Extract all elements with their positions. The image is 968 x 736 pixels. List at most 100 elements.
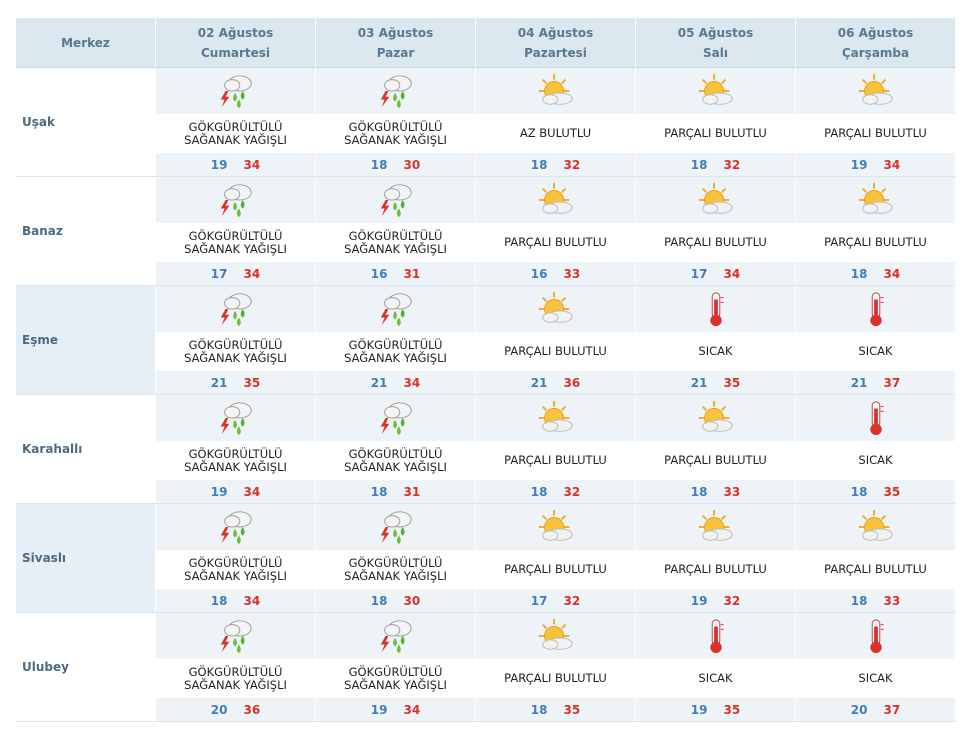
day-name: Pazartesi xyxy=(524,45,587,60)
weather-icon-shape xyxy=(220,512,250,544)
forecast-cell: PARÇALI BULUTLU 18 35 xyxy=(476,613,636,721)
max-temp: 31 xyxy=(403,484,421,499)
weather-icon-shape xyxy=(380,621,410,653)
day-header: 03 Ağustos Pazar xyxy=(316,18,476,67)
weather-icon-shape xyxy=(538,183,571,213)
min-temp: 19 xyxy=(850,157,868,172)
icon-box xyxy=(476,613,635,659)
forecast-cell: GÖKGÜRÜLTÜLÜ SAĞANAK YAĞIŞLI 18 31 xyxy=(316,395,476,503)
weather-icon xyxy=(377,617,415,655)
weather-icon xyxy=(697,508,735,546)
weather-icon-shape xyxy=(220,76,250,108)
weather-icon-shape xyxy=(710,293,723,326)
forecast-cell: GÖKGÜRÜLTÜLÜ SAĞANAK YAĞIŞLI 18 30 xyxy=(316,504,476,612)
temperatures: 18 32 xyxy=(476,480,635,503)
min-temp: 18 xyxy=(370,593,388,608)
min-temp: 17 xyxy=(690,266,708,281)
day-header: 04 Ağustos Pazartesi xyxy=(476,18,636,67)
weather-icon-shape xyxy=(870,620,883,653)
weather-icon-shape xyxy=(380,403,410,435)
condition: GÖKGÜRÜLTÜLÜ SAĞANAK YAĞIŞLI xyxy=(316,550,475,589)
min-temp: 21 xyxy=(690,375,708,390)
temperatures: 18 33 xyxy=(636,480,795,503)
temperatures: 19 32 xyxy=(636,589,795,612)
weather-icon xyxy=(537,72,575,110)
icon-box xyxy=(156,68,315,114)
icon-box xyxy=(476,68,635,114)
temperatures: 20 37 xyxy=(796,698,955,721)
weather-icon-shape xyxy=(380,76,410,108)
weather-icon xyxy=(377,72,415,110)
forecast-cell: GÖKGÜRÜLTÜLÜ SAĞANAK YAĞIŞLI 19 34 xyxy=(316,613,476,721)
min-temp: 21 xyxy=(210,375,228,390)
forecast-cell: PARÇALI BULUTLU 17 32 xyxy=(476,504,636,612)
forecast-cell: GÖKGÜRÜLTÜLÜ SAĞANAK YAĞIŞLI 20 36 xyxy=(156,613,316,721)
max-temp: 37 xyxy=(883,375,901,390)
weather-icon-shape xyxy=(380,512,410,544)
weather-icon-shape xyxy=(858,510,891,540)
weather-icon-shape xyxy=(380,294,410,326)
min-temp: 18 xyxy=(690,157,708,172)
min-temp: 17 xyxy=(530,593,548,608)
forecast-cell: GÖKGÜRÜLTÜLÜ SAĞANAK YAĞIŞLI 17 34 xyxy=(156,177,316,285)
weather-icon-shape xyxy=(698,510,731,540)
forecast-cell: PARÇALI BULUTLU 19 34 xyxy=(796,68,956,176)
max-temp: 36 xyxy=(563,375,581,390)
city-name: Ulubey xyxy=(16,613,156,721)
temperatures: 18 32 xyxy=(476,153,635,176)
forecast-cell: GÖKGÜRÜLTÜLÜ SAĞANAK YAĞIŞLI 18 30 xyxy=(316,68,476,176)
icon-box xyxy=(476,177,635,223)
temperatures: 18 35 xyxy=(476,698,635,721)
weather-icon-shape xyxy=(698,183,731,213)
condition: GÖKGÜRÜLTÜLÜ SAĞANAK YAĞIŞLI xyxy=(316,223,475,262)
weather-icon xyxy=(857,399,895,437)
min-temp: 18 xyxy=(530,702,548,717)
icon-box xyxy=(636,68,795,114)
header-row: Merkez 02 Ağustos Cumartesi 03 Ağustos Pazar… xyxy=(16,18,956,68)
icon-box xyxy=(636,395,795,441)
day-name: Cumartesi xyxy=(201,45,270,60)
condition: PARÇALI BULUTLU xyxy=(476,332,635,371)
temperatures: 19 34 xyxy=(156,153,315,176)
weather-icon-shape xyxy=(220,185,250,217)
city-row: Banaz GÖKGÜRÜLTÜLÜ SAĞANAK YAĞIŞLI 17 34 GÖK… xyxy=(16,177,956,286)
weather-icon xyxy=(857,181,895,219)
min-temp: 18 xyxy=(850,266,868,281)
forecast-cell: PARÇALI BULUTLU 21 36 xyxy=(476,286,636,394)
condition: GÖKGÜRÜLTÜLÜ SAĞANAK YAĞIŞLI xyxy=(316,659,475,698)
condition: GÖKGÜRÜLTÜLÜ SAĞANAK YAĞIŞLI xyxy=(156,441,315,480)
forecast-cell: GÖKGÜRÜLTÜLÜ SAĞANAK YAĞIŞLI 21 35 xyxy=(156,286,316,394)
city-row: Ulubey GÖKGÜRÜLTÜLÜ SAĞANAK YAĞIŞLI 20 36 GÖ… xyxy=(16,613,956,722)
max-temp: 37 xyxy=(883,702,901,717)
condition: PARÇALI BULUTLU xyxy=(476,659,635,698)
temperatures: 18 30 xyxy=(316,153,475,176)
city-name: Banaz xyxy=(16,177,156,285)
max-temp: 35 xyxy=(243,375,261,390)
min-temp: 18 xyxy=(530,484,548,499)
condition: SICAK xyxy=(796,441,955,480)
weather-icon-shape xyxy=(698,401,731,431)
icon-box xyxy=(156,177,315,223)
forecast-cell: SICAK 21 35 xyxy=(636,286,796,394)
weather-icon-shape xyxy=(858,74,891,104)
weather-icon xyxy=(377,399,415,437)
temperatures: 17 34 xyxy=(156,262,315,285)
weather-icon-shape xyxy=(220,403,250,435)
city-name: Karahallı xyxy=(16,395,156,503)
condition: PARÇALI BULUTLU xyxy=(796,550,955,589)
temperatures: 21 34 xyxy=(316,371,475,394)
day-date: 02 Ağustos xyxy=(197,25,274,40)
max-temp: 32 xyxy=(563,484,581,499)
weather-icon-shape xyxy=(538,510,571,540)
temperatures: 18 34 xyxy=(156,589,315,612)
max-temp: 33 xyxy=(883,593,901,608)
weather-icon xyxy=(217,181,255,219)
forecast-cell: GÖKGÜRÜLTÜLÜ SAĞANAK YAĞIŞLI 21 34 xyxy=(316,286,476,394)
condition: GÖKGÜRÜLTÜLÜ SAĞANAK YAĞIŞLI xyxy=(156,659,315,698)
day-name: Çarşamba xyxy=(841,45,910,60)
condition: SICAK xyxy=(636,659,795,698)
temperatures: 18 33 xyxy=(796,589,955,612)
condition: PARÇALI BULUTLU xyxy=(636,223,795,262)
condition: GÖKGÜRÜLTÜLÜ SAĞANAK YAĞIŞLI xyxy=(316,332,475,371)
weather-icon xyxy=(377,181,415,219)
